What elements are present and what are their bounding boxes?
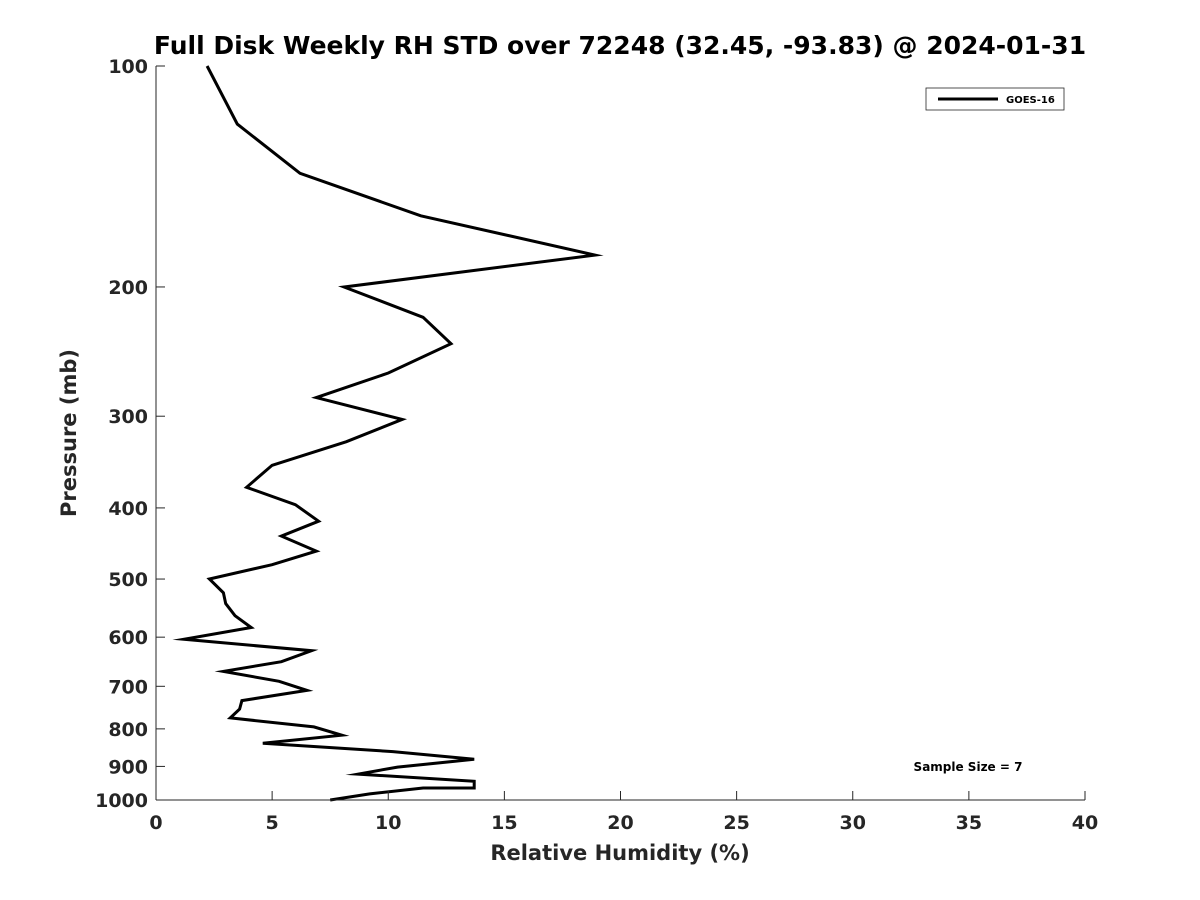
legend-label-goes-16: GOES-16 [1006, 95, 1055, 106]
y-tick-label: 800 [108, 719, 148, 741]
x-axis: 0 5 10 15 20 25 30 35 40 [149, 791, 1098, 834]
y-axis-label: Pressure (mb) [57, 349, 81, 517]
x-tick-label: 25 [723, 812, 749, 834]
x-tick-label: 0 [149, 812, 162, 834]
sample-size-annotation: Sample Size = 7 [914, 760, 1023, 774]
x-tick-label: 15 [491, 812, 517, 834]
x-axis-label: Relative Humidity (%) [490, 841, 749, 865]
y-axis: 100 200 300 400 500 600 700 800 900 1000 [95, 56, 165, 812]
y-tick-label: 200 [108, 277, 148, 299]
legend: GOES-16 [925, 87, 1065, 111]
y-tick-label: 500 [108, 569, 148, 591]
series-line-goes-16 [172, 65, 604, 802]
y-tick-label: 1000 [95, 790, 148, 812]
x-tick-label: 30 [840, 812, 866, 834]
x-tick-label: 5 [266, 812, 279, 834]
x-tick-label: 10 [375, 812, 401, 834]
x-tick-label: 20 [607, 812, 633, 834]
y-tick-label: 600 [108, 627, 148, 649]
x-tick-label: 40 [1072, 812, 1098, 834]
y-tick-label: 100 [108, 56, 148, 78]
chart-title: Full Disk Weekly RH STD over 72248 (32.4… [154, 31, 1086, 60]
plot-area [172, 65, 604, 802]
y-tick-label: 300 [108, 406, 148, 428]
y-tick-label: 700 [108, 676, 148, 698]
x-tick-label: 35 [956, 812, 982, 834]
y-tick-label: 400 [108, 498, 148, 520]
y-tick-label: 900 [108, 756, 148, 778]
